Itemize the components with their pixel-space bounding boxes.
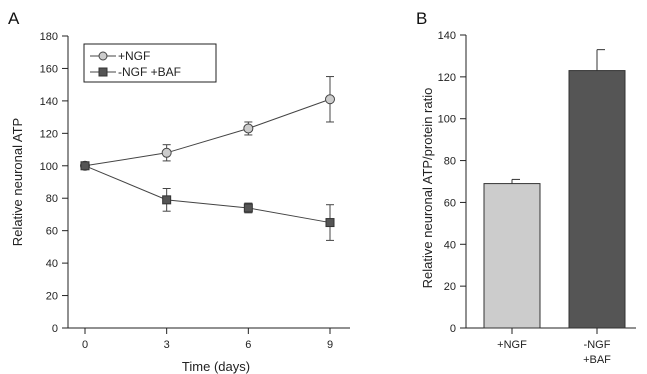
x-tick-label: 9 bbox=[327, 339, 333, 351]
data-point bbox=[243, 203, 253, 213]
x-tick-label: +BAF bbox=[583, 354, 611, 366]
y-tick-label: 100 bbox=[40, 161, 58, 173]
y-tick-label: 120 bbox=[40, 128, 58, 140]
x-tick-label: 3 bbox=[164, 339, 170, 351]
data-point bbox=[162, 195, 172, 205]
y-tick-label: 100 bbox=[438, 114, 456, 126]
series-line bbox=[84, 165, 331, 224]
data-point bbox=[80, 161, 90, 171]
y-tick-label: 80 bbox=[444, 156, 456, 168]
x-tick-label: +NGF bbox=[497, 339, 527, 351]
x-tick-label: 0 bbox=[82, 339, 88, 351]
y-tick-label: 0 bbox=[52, 323, 58, 335]
data-point bbox=[243, 123, 254, 134]
y-tick-label: 140 bbox=[438, 30, 456, 42]
panel-b-chart: B 0 20 40 60 80 100 120 140 +NGF -NGF +BAF Relati… bbox=[416, 9, 636, 366]
legend-marker-ngf bbox=[98, 51, 108, 61]
legend-marker-baf bbox=[98, 67, 108, 77]
data-point bbox=[325, 218, 335, 228]
series-line bbox=[84, 98, 331, 167]
panel-a-y-label: Relative neuronal ATP bbox=[10, 118, 25, 246]
panel-b-y-label: Relative neuronal ATP/protein ratio bbox=[420, 88, 435, 289]
bar bbox=[483, 183, 541, 329]
series-baf bbox=[80, 161, 335, 241]
panel-a-x-label: Time (days) bbox=[182, 359, 250, 374]
y-tick-label: 160 bbox=[40, 63, 58, 75]
y-tick-label: 80 bbox=[46, 193, 58, 205]
panel-a-label: A bbox=[8, 9, 20, 28]
data-point bbox=[325, 94, 335, 105]
y-tick-label: 20 bbox=[444, 281, 456, 293]
panel-a-chart: A 0 20 40 60 80 100 120 140 160 180 0 3 6 9 Time (da… bbox=[8, 9, 350, 374]
bar bbox=[568, 70, 626, 329]
y-tick-label: 40 bbox=[444, 239, 456, 251]
y-tick-label: 0 bbox=[450, 323, 456, 335]
legend-label-ngf: +NGF bbox=[118, 49, 150, 63]
data-point bbox=[161, 147, 172, 158]
y-tick-label: 180 bbox=[40, 31, 58, 43]
panel-a-legend: +NGF -NGF +BAF bbox=[83, 43, 217, 83]
y-tick-label: 60 bbox=[46, 226, 58, 238]
y-tick-label: 20 bbox=[46, 291, 58, 303]
panel-b-label: B bbox=[416, 9, 427, 28]
series-ngf bbox=[80, 76, 335, 171]
x-tick-label: -NGF bbox=[584, 339, 611, 351]
y-tick-label: 40 bbox=[46, 258, 58, 270]
y-tick-label: 120 bbox=[438, 72, 456, 84]
y-tick-label: 140 bbox=[40, 96, 58, 108]
legend-label-baf: -NGF +BAF bbox=[118, 65, 181, 79]
y-tick-label: 60 bbox=[444, 197, 456, 209]
x-tick-label: 6 bbox=[245, 339, 251, 351]
